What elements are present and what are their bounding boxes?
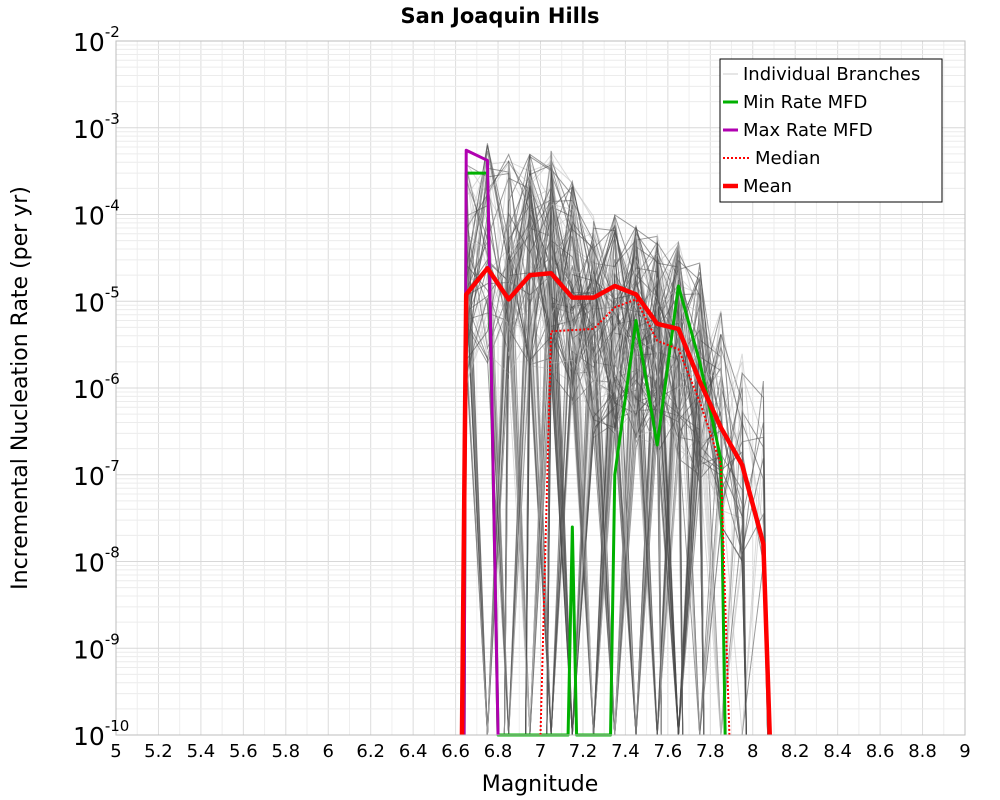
x-tick-label: 7.6: [654, 741, 683, 762]
x-tick-label: 7.8: [696, 741, 725, 762]
plot-frame: [115, 40, 966, 736]
x-tick-label: 6.6: [441, 741, 470, 762]
mean-line: [459, 266, 772, 736]
branch-line: [546, 173, 684, 736]
x-tick-label: 7.2: [569, 741, 598, 762]
x-tick-label: 7.4: [611, 741, 640, 762]
x-axis-ticks: 5 5.2 5.4 5.6 5.8 6 6.2 6.4 6.6 6.8 7 7.2 7.4 7.6 7.8 8…: [110, 741, 970, 762]
y-tick-label: 10-5: [73, 283, 120, 317]
x-tick-label: 5.4: [187, 741, 216, 762]
x-tick-label: 7: [535, 741, 546, 762]
x-tick-label: 6.4: [399, 741, 428, 762]
branch-line: [461, 187, 747, 736]
y-axis-ticks: 10-10 10-9 10-8 10-7 10-6 10-5 10-4 10-3 10-2: [73, 23, 129, 751]
y-tick-label: 10-10: [73, 717, 129, 751]
x-tick-label: 5.6: [229, 741, 258, 762]
x-tick-label: 8.4: [823, 741, 852, 762]
y-tick-label: 10-3: [73, 110, 120, 144]
y-tick-label: 10-6: [73, 370, 120, 404]
x-tick-label: 5: [110, 741, 121, 762]
median-line: [539, 298, 731, 736]
branch-line: [503, 258, 662, 736]
x-tick-label: 5.2: [144, 741, 173, 762]
x-tick-label: 8.6: [866, 741, 895, 762]
branch-line: [546, 161, 705, 736]
x-tick-label: 9: [959, 741, 970, 762]
x-tick-label: 8.2: [781, 741, 810, 762]
branch-line: [503, 183, 705, 736]
legend: Individual Branches Min Rate MFD Max Rate …: [719, 58, 943, 203]
y-axis-label: Incremental Nucleation Rate (per yr): [8, 186, 33, 590]
chart-title: San Joaquin Hills: [400, 4, 599, 28]
legend-label: Min Rate MFD: [743, 92, 867, 113]
y-tick-label: 10-2: [73, 23, 120, 57]
x-tick-label: 5.8: [271, 741, 300, 762]
legend-label: Median: [755, 148, 820, 169]
x-axis-label: Magnitude: [482, 772, 599, 797]
branch-line: [461, 246, 769, 736]
y-tick-label: 10-7: [73, 457, 120, 491]
y-tick-label: 10-4: [73, 197, 120, 231]
x-tick-label: 6.8: [484, 741, 513, 762]
legend-label: Individual Branches: [743, 64, 920, 85]
y-tick-label: 10-8: [73, 544, 120, 578]
legend-box: [719, 58, 943, 203]
y-tick-label: 10-9: [73, 630, 120, 664]
legend-label: Mean: [743, 176, 792, 197]
legend-label: Max Rate MFD: [743, 120, 873, 141]
branch-line: [461, 227, 769, 736]
x-tick-label: 6.2: [356, 741, 385, 762]
branch-line: [525, 178, 705, 736]
x-tick-label: 8: [747, 741, 758, 762]
branch-line: [461, 155, 705, 736]
x-tick-label: 8.8: [908, 741, 937, 762]
x-tick-label: 6: [323, 741, 334, 762]
